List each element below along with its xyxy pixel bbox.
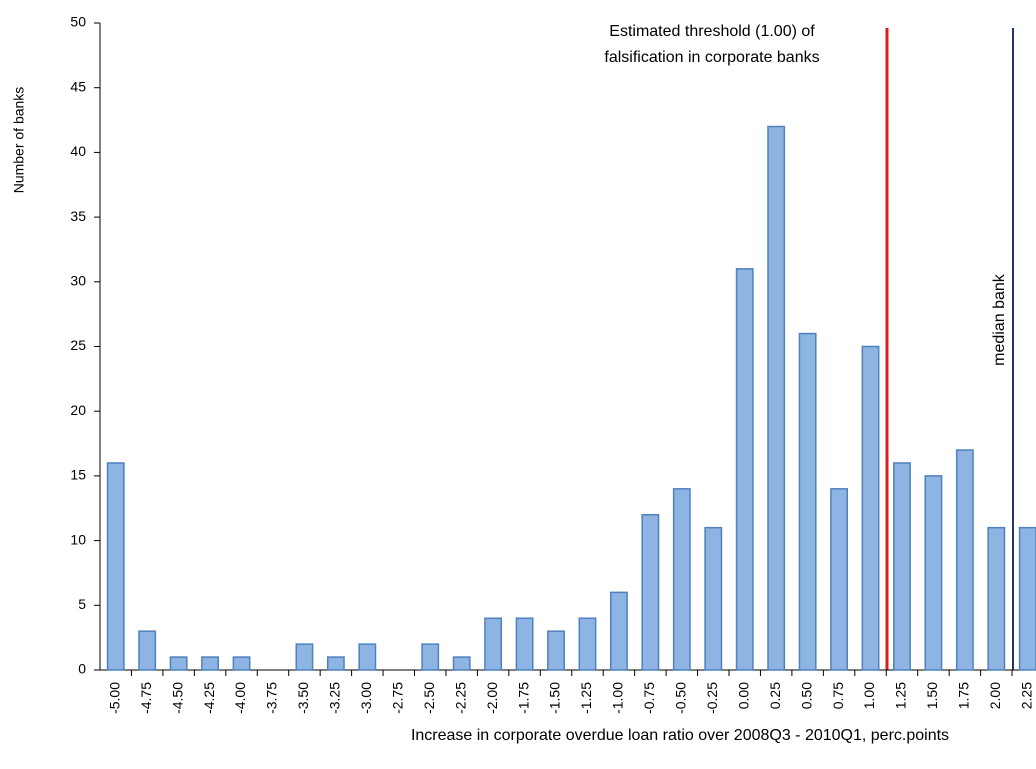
y-tick-label: 45 [70, 78, 86, 94]
bar [735, 268, 754, 671]
bar [138, 630, 157, 671]
x-tick-label: -3.25 [327, 682, 343, 714]
bar [578, 617, 597, 671]
bar [1018, 526, 1036, 671]
threshold-label: falsification in corporate banks [604, 49, 819, 66]
bar [893, 462, 911, 671]
x-tick-label: -3.75 [264, 682, 280, 714]
bar [955, 449, 974, 671]
bar [861, 345, 880, 671]
x-axis-title: Increase in corporate overdue loan ratio… [411, 727, 949, 744]
x-tick-label: -2.75 [389, 682, 405, 714]
x-tick-label: -4.00 [232, 682, 248, 714]
bar [515, 617, 534, 671]
x-tick-label: -3.00 [358, 682, 374, 714]
y-tick-label: 40 [70, 143, 86, 159]
bar [169, 656, 188, 671]
y-tick-label: 50 [70, 14, 86, 30]
x-tick-label: -1.25 [578, 682, 594, 714]
y-tick-label: 20 [70, 402, 86, 418]
bar [830, 488, 849, 671]
y-tick-label: 35 [70, 208, 86, 224]
x-tick-label: 0.50 [798, 682, 814, 709]
bar [547, 630, 565, 671]
x-tick-label: 0.00 [735, 682, 751, 709]
x-tick-label: 0.75 [830, 682, 846, 709]
x-tick-label: 1.50 [924, 682, 940, 709]
x-tick-label: -0.50 [673, 682, 689, 714]
bar [704, 526, 723, 671]
x-tick-label: -4.50 [169, 682, 185, 714]
x-tick-label: -2.00 [484, 682, 500, 714]
bar [484, 617, 503, 671]
x-tick-label: 1.00 [861, 682, 877, 709]
bar [987, 526, 1006, 671]
bar [452, 656, 471, 671]
x-tick-label: -5.00 [106, 682, 122, 714]
x-tick-label: -0.75 [641, 682, 657, 714]
x-tick-label: -1.50 [547, 682, 563, 714]
y-tick-label: 25 [70, 337, 86, 353]
x-tick-label: -4.25 [201, 682, 217, 714]
bar [672, 488, 691, 671]
bar [767, 125, 786, 671]
x-tick-label: -0.25 [704, 682, 720, 714]
median-label: median bank [991, 273, 1008, 366]
bar [232, 656, 251, 671]
x-tick-label: 1.75 [956, 682, 972, 709]
bar [326, 656, 345, 671]
x-tick-label: 2.00 [987, 682, 1003, 709]
x-tick-label: -2.50 [421, 682, 437, 714]
y-tick-label: 0 [78, 661, 86, 677]
bar [924, 475, 943, 671]
y-axis-title: Number of banks [11, 87, 27, 194]
x-tick-label: -3.50 [295, 682, 311, 714]
y-tick-label: 30 [70, 273, 86, 289]
threshold-label: Estimated threshold (1.00) of [609, 23, 815, 40]
x-tick-label: 1.25 [893, 682, 909, 709]
bar [358, 643, 377, 671]
x-tick-label: -1.00 [610, 682, 626, 714]
bar [641, 513, 660, 671]
bar [295, 643, 314, 671]
bar [421, 643, 440, 671]
bar [106, 462, 125, 671]
bar [609, 591, 628, 671]
bar [798, 332, 817, 671]
x-tick-label: -1.75 [515, 682, 531, 714]
y-tick-label: 5 [78, 596, 86, 612]
x-tick-label: 0.25 [767, 682, 783, 709]
y-tick-label: 15 [70, 467, 86, 483]
x-tick-label: -4.75 [138, 682, 154, 714]
y-tick-label: 10 [70, 531, 86, 547]
x-tick-label: -2.25 [452, 682, 468, 714]
x-tick-label: 2.25 [1018, 682, 1034, 709]
bar [201, 656, 220, 671]
